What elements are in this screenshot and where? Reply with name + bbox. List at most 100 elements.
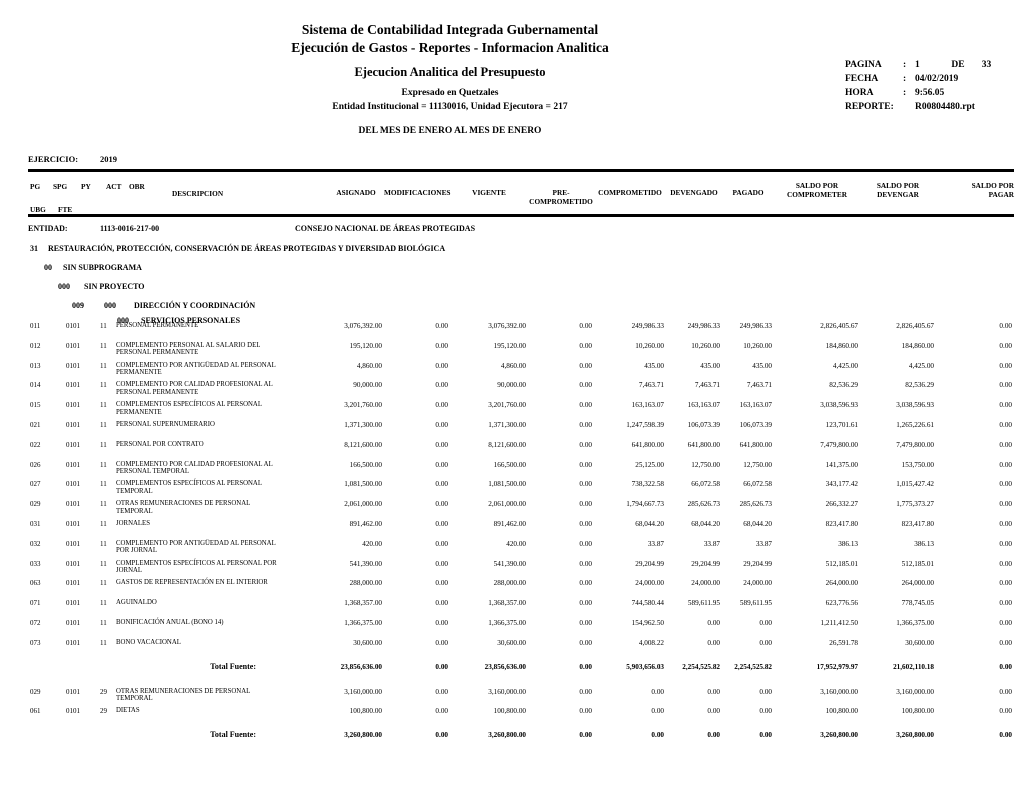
cell-vigente: 288,000.00 [493, 579, 526, 588]
cell-asignado: 420.00 [362, 539, 382, 548]
col-comprometido: COMPROMETIDO [598, 188, 662, 197]
cell-pagado: 29,204.99 [743, 559, 772, 568]
total-fuente-row: Total Fuente: 3,260,800.00 0.00 3,260,80… [24, 731, 1020, 753]
cell-descripcion: GASTOS DE REPRESENTACIÓN EN EL INTERIOR [116, 579, 268, 587]
cell-vigente: 23,856,636.00 [484, 662, 526, 671]
cell-modificaciones: 0.00 [435, 460, 448, 469]
cell-pre-comprometido: 0.00 [579, 381, 592, 390]
cell-objeto: 031 [30, 519, 41, 528]
cell-saldo-comprometer: 266,332.27 [825, 500, 858, 509]
cell-descripcion: Total Fuente: [210, 730, 256, 740]
cell-comprometido: 4,008.22 [638, 638, 664, 647]
cell-pre-comprometido: 0.00 [579, 401, 592, 410]
table-row: 063 0101 11 GASTOS DE REPRESENTACIÓN EN … [24, 579, 1020, 599]
cell-objeto: 072 [30, 618, 41, 627]
cell-objeto: 029 [30, 687, 41, 696]
horizontal-rule-top [28, 169, 1014, 172]
cell-saldo-comprometer: 2,826,405.67 [820, 322, 858, 330]
cell-comprometido: 24,000.00 [635, 579, 664, 588]
cell-descripcion: BONO VACACIONAL [116, 638, 181, 646]
cell-devengado: 641,800.00 [687, 440, 720, 449]
cell-modificaciones: 0.00 [435, 618, 448, 627]
fecha-colon: : [903, 74, 907, 84]
cell-saldo-comprometer: 123,701.61 [825, 420, 858, 429]
cell-devengado: 0.00 [707, 707, 720, 716]
cell-ubg: 0101 [66, 401, 80, 410]
cell-objeto: 061 [30, 707, 41, 716]
col-py: PY [81, 182, 91, 191]
cell-devengado: 249,986.33 [687, 322, 720, 330]
cell-saldo-pagar: 0.00 [999, 731, 1012, 740]
cell-fte: 11 [100, 618, 107, 627]
table-row: 029 0101 29 OTRAS REMUNERACIONES DE PERS… [24, 688, 1020, 708]
cell-vigente: 4,860.00 [500, 361, 526, 370]
cell-pagado: 163,163.07 [739, 401, 772, 410]
cell-fte: 11 [100, 322, 107, 330]
table-row: 032 0101 11 COMPLEMENTO POR ANTIGÜEDAD A… [24, 540, 1020, 560]
cell-saldo-pagar: 0.00 [999, 480, 1012, 489]
cell-saldo-pagar: 0.00 [999, 519, 1012, 528]
cell-asignado: 195,120.00 [349, 341, 382, 350]
cell-modificaciones: 0.00 [435, 731, 448, 740]
report-subtitle-entity: Entidad Institucional = 11130016, Unidad… [332, 102, 568, 112]
cell-saldo-comprometer: 100,800.00 [825, 707, 858, 716]
col-fte: FTE [58, 205, 73, 214]
cell-devengado: 68,044.20 [691, 519, 720, 528]
cell-saldo-pagar: 0.00 [999, 420, 1012, 429]
cell-descripcion: COMPLEMENTO PERSONAL AL SALARIO DEL PERS… [116, 341, 261, 357]
cell-descripcion: COMPLEMENTOS ESPECÍFICOS AL PERSONAL PER… [116, 401, 262, 416]
cell-asignado: 1,366,375.00 [344, 618, 382, 627]
cell-ubg: 0101 [66, 500, 80, 509]
cell-pagado: 0.00 [759, 618, 772, 627]
cell-modificaciones: 0.00 [435, 341, 448, 350]
cell-modificaciones: 0.00 [435, 579, 448, 588]
cell-saldo-devengar: 1,015,427.42 [896, 480, 934, 489]
cell-comprometido: 0.00 [651, 687, 664, 696]
cell-descripcion: PERSONAL PERMANENTE [116, 322, 199, 329]
entidad-code: 1113-0016-217-00 [100, 224, 160, 233]
cell-devengado: 589,611.95 [687, 599, 720, 608]
cell-descripcion: Total Fuente: [210, 661, 256, 671]
cell-saldo-devengar: 4,425.00 [908, 361, 934, 370]
cell-vigente: 3,260,800.00 [488, 731, 526, 740]
entidad-name: CONSEJO NACIONAL DE ÁREAS PROTEGIDAS [295, 224, 476, 233]
pagina-colon: : [903, 60, 907, 70]
cell-descripcion: AGUINALDO [116, 599, 157, 607]
pagina-label: PAGINA [845, 60, 882, 70]
cell-pagado: 0.00 [759, 638, 772, 647]
cell-comprometido: 154,962.50 [631, 618, 664, 627]
cell-saldo-devengar: 2,826,405.67 [896, 322, 934, 330]
cell-pre-comprometido: 0.00 [579, 500, 592, 509]
cell-fte: 11 [100, 519, 107, 528]
cell-vigente: 1,371,300.00 [488, 420, 526, 429]
cell-modificaciones: 0.00 [435, 519, 448, 528]
cell-vigente: 100,800.00 [493, 707, 526, 716]
col-obr: OBR [129, 182, 145, 191]
cell-comprometido: 5,903,656.03 [626, 662, 664, 671]
title-block: Sistema de Contabilidad Integrada Gubern… [150, 22, 750, 136]
cell-fte: 11 [100, 460, 107, 469]
report-title-line2: Ejecución de Gastos - Reportes - Informa… [291, 40, 609, 55]
cell-saldo-comprometer: 17,952,979.97 [816, 662, 858, 671]
cell-saldo-pagar: 0.00 [999, 638, 1012, 647]
cell-modificaciones: 0.00 [435, 480, 448, 489]
cell-asignado: 1,368,357.00 [344, 599, 382, 608]
cell-pagado: 12,750.00 [743, 460, 772, 469]
col-ubg: UBG [30, 205, 46, 214]
cell-modificaciones: 0.00 [435, 322, 448, 330]
cell-saldo-comprometer: 264,000.00 [825, 579, 858, 588]
cell-objeto: 013 [30, 361, 41, 370]
cell-saldo-pagar: 0.00 [999, 707, 1012, 716]
cell-pre-comprometido: 0.00 [579, 559, 592, 568]
table-row: 026 0101 11 COMPLEMENTO POR CALIDAD PROF… [24, 461, 1020, 481]
cell-devengado: 106,073.39 [687, 420, 720, 429]
cell-asignado: 30,600.00 [353, 638, 382, 647]
cell-pagado: 106,073.39 [739, 420, 772, 429]
col-saldo-comprometer: SALDO POR COMPROMETER [787, 181, 847, 199]
cell-objeto: 011 [30, 322, 41, 330]
table-row: 022 0101 11 PERSONAL POR CONTRATO 8,121,… [24, 441, 1020, 461]
cell-saldo-devengar: 30,600.00 [905, 638, 934, 647]
pagina-de-label: DE [951, 60, 965, 70]
cell-fte: 11 [100, 480, 107, 489]
cell-saldo-comprometer: 623,776.56 [825, 599, 858, 608]
